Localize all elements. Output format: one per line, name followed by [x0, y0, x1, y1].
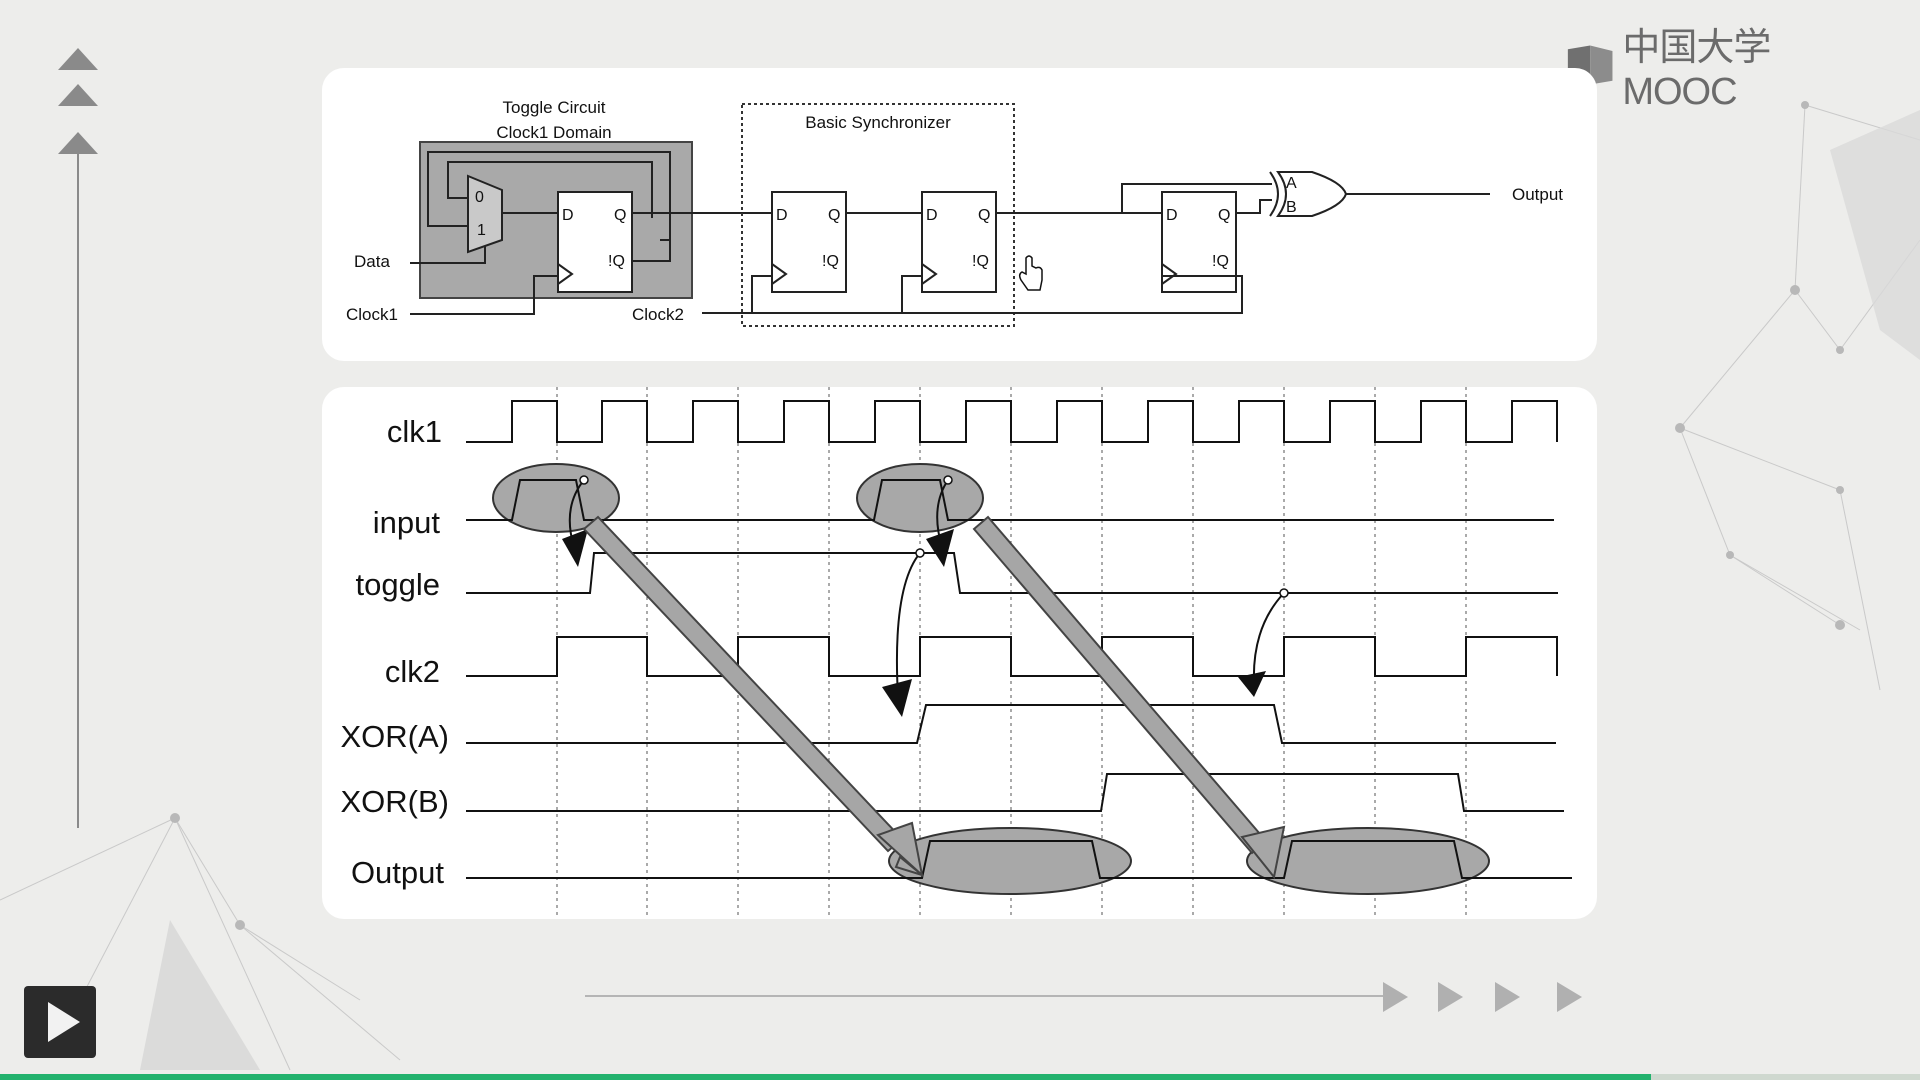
- svg-text:D: D: [926, 207, 938, 224]
- basic-synchronizer-box: [741, 103, 1015, 327]
- delay-arrow-1: [582, 515, 924, 878]
- signal-label-output: Output: [351, 855, 444, 890]
- xor-gate: [1276, 171, 1348, 217]
- up-arrows-decoration: [58, 48, 98, 828]
- svg-text:D: D: [1166, 207, 1178, 224]
- toggle-to-xor-a-arrow: [895, 552, 921, 698]
- brand-logo: 中国大学MOOC: [1566, 27, 1866, 113]
- basic-synchronizer-title: Basic Synchronizer: [805, 113, 951, 132]
- mux: [467, 174, 503, 254]
- output-label: Output: [1512, 185, 1563, 204]
- xor-a-waveform: [466, 704, 1556, 744]
- video-progress-bar[interactable]: [0, 1074, 1920, 1080]
- svg-text:D: D: [776, 207, 788, 224]
- synchronizer-circuit-diagram: Toggle Circuit Clock1 Domain 0 1 D Q !Q …: [346, 98, 1563, 327]
- input-pulse-highlight-2: [856, 463, 984, 533]
- svg-text:Q: Q: [828, 207, 840, 224]
- circuit-diagram-panel: Toggle Circuit Clock1 Domain 0 1 D Q !Q …: [322, 68, 1597, 361]
- svg-text:Q: Q: [614, 207, 626, 224]
- svg-text:0: 0: [475, 189, 484, 206]
- signal-label-xor-a: XOR(A): [341, 719, 450, 754]
- output-pulse-highlight-2: [1246, 827, 1490, 895]
- svg-text:Q: Q: [1218, 207, 1230, 224]
- clock1-domain-title: Clock1 Domain: [496, 123, 611, 142]
- svg-text:!Q: !Q: [972, 253, 989, 270]
- timing-diagram-panel: clk1 input toggle clk2 XOR(A) XOR(B) Out…: [322, 387, 1597, 919]
- toggle-waveform: [466, 552, 1558, 594]
- timing-diagram: clk1 input toggle clk2 XOR(A) XOR(B) Out…: [341, 387, 1572, 919]
- right-arrows-decoration: [585, 982, 1582, 1012]
- brand-name: 中国大学MOOC: [1622, 27, 1771, 113]
- input-waveform: [466, 479, 1554, 521]
- clock1-label: Clock1: [346, 305, 398, 324]
- toggle-to-xor-a-arrow-2: [1252, 592, 1285, 684]
- signal-label-xor-b: XOR(B): [341, 784, 450, 819]
- svg-text:Q: Q: [978, 207, 990, 224]
- video-progress-fill: [0, 1074, 1652, 1080]
- hand-cursor-icon: [1018, 255, 1043, 291]
- clock1-domain-box: [419, 141, 693, 299]
- signal-label-clk2: clk2: [385, 654, 440, 689]
- output-pulse-highlight-1: [888, 827, 1132, 895]
- svg-text:!Q: !Q: [1212, 253, 1229, 270]
- play-icon: [48, 1002, 80, 1042]
- play-button[interactable]: [24, 986, 96, 1058]
- clk2-waveform: [466, 636, 1558, 677]
- svg-text:A: A: [1286, 175, 1297, 192]
- signal-label-input: input: [373, 505, 441, 540]
- toggle-circuit-title: Toggle Circuit: [503, 98, 606, 117]
- signal-label-clk1: clk1: [387, 414, 442, 449]
- svg-text:!Q: !Q: [608, 253, 625, 270]
- signal-label-toggle: toggle: [356, 567, 440, 602]
- svg-text:1: 1: [477, 222, 486, 239]
- delay-arrow-2: [972, 515, 1286, 880]
- svg-text:B: B: [1286, 199, 1297, 216]
- svg-text:!Q: !Q: [822, 253, 839, 270]
- svg-text:D: D: [562, 207, 574, 224]
- data-input-label: Data: [354, 252, 390, 271]
- clk1-waveform: [466, 400, 1558, 443]
- output-waveform: [466, 840, 1572, 879]
- clock2-label: Clock2: [632, 305, 684, 324]
- xor-b-waveform: [466, 773, 1564, 812]
